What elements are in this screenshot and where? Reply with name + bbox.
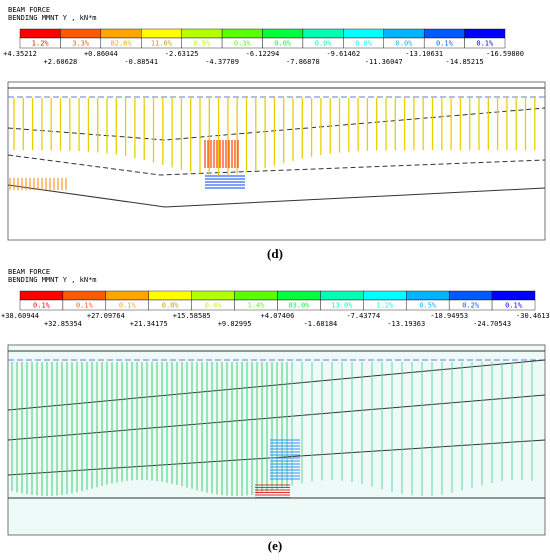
legend-value: -9.61462 — [326, 50, 360, 58]
legend-value: +15.58585 — [173, 312, 211, 320]
legend-value: +4.07406 — [261, 312, 295, 320]
legend-value: -24.70543 — [473, 320, 511, 328]
legend-value: +27.09764 — [87, 312, 125, 320]
legend-percent: 0.0% — [162, 302, 180, 310]
legend-value: -14.85215 — [446, 58, 484, 66]
legend-swatch — [363, 290, 407, 301]
legend-value: +2.60628 — [44, 58, 78, 66]
legend-value: +38.60944 — [1, 312, 39, 320]
legend-cell — [491, 299, 536, 311]
legend-percent: 1.2% — [32, 40, 50, 48]
legend-percent: 0.2% — [462, 302, 480, 310]
legend-percent: 82.6% — [111, 40, 133, 48]
soil-line — [7, 184, 546, 208]
legend-swatch — [383, 28, 425, 39]
legend-percent: 0.5% — [419, 302, 437, 310]
legend-percent: 0.1% — [119, 302, 137, 310]
legend-swatch — [100, 28, 142, 39]
legend-swatch — [191, 290, 235, 301]
legend-value: +9.82995 — [218, 320, 252, 328]
legend-swatch — [406, 290, 450, 301]
legend-swatch — [19, 290, 64, 301]
legend-swatch — [302, 28, 344, 39]
legend-percent: 0.1% — [33, 302, 51, 310]
legend-swatch — [277, 290, 321, 301]
legend-swatch — [448, 290, 493, 301]
legend-percent: 0.1% — [476, 40, 494, 48]
legend-percent: 3.3% — [72, 40, 90, 48]
legend-value: -13.10631 — [405, 50, 443, 58]
legend-value: -30.46132 — [516, 312, 550, 320]
panel-caption: (e) — [268, 538, 282, 553]
legend-percent: 0.1% — [436, 40, 454, 48]
legend-percent: 0.5% — [193, 40, 211, 48]
legend-cell — [464, 37, 506, 49]
legend-swatch — [221, 28, 263, 39]
legend-percent: 1.4% — [248, 302, 266, 310]
legend-swatch — [148, 290, 192, 301]
header-text: BENDING MMNT Y , kN*m — [8, 276, 97, 284]
legend-value: -0.88541 — [124, 58, 158, 66]
legend-value: +4.35212 — [3, 50, 37, 58]
legend-swatch — [234, 290, 278, 301]
legend-swatch — [105, 290, 149, 301]
header-text: BEAM FORCE — [8, 268, 50, 276]
legend-swatch — [320, 290, 364, 301]
legend-percent: 0.0% — [355, 40, 373, 48]
legend-swatch — [60, 28, 102, 39]
panel-caption: (d) — [267, 246, 283, 261]
legend-value: -13.19363 — [387, 320, 425, 328]
legend-swatch — [423, 28, 465, 39]
legend-value: -7.86878 — [286, 58, 320, 66]
legend-percent: 0.1% — [505, 302, 523, 310]
legend-swatch — [181, 28, 223, 39]
legend-percent: 11.0% — [151, 40, 173, 48]
header-text: BEAM FORCE — [8, 6, 50, 14]
legend-swatch — [464, 28, 506, 39]
legend-percent: 0.0% — [274, 40, 292, 48]
legend-percent: 0.0% — [396, 40, 414, 48]
legend-percent: 0.1% — [76, 302, 94, 310]
legend-percent: 0.3% — [234, 40, 252, 48]
legend-value: -16.59800 — [486, 50, 524, 58]
legend-value: +21.34175 — [130, 320, 168, 328]
legend-swatch — [141, 28, 182, 39]
legend-percent: 0.4% — [205, 302, 223, 310]
legend-swatch — [62, 290, 107, 301]
soil-line — [7, 154, 546, 176]
legend-value: -6.12294 — [246, 50, 280, 58]
legend-value: -4.37709 — [205, 58, 239, 66]
legend-percent: 0.0% — [315, 40, 333, 48]
legend-value: -18.94953 — [430, 312, 468, 320]
legend-swatch — [491, 290, 536, 301]
legend-swatch — [343, 28, 384, 39]
header-text: BENDING MMNT Y , kN*m — [8, 14, 97, 22]
legend-value: +0.86044 — [84, 50, 118, 58]
legend-value: -1.68184 — [304, 320, 338, 328]
legend-swatch — [19, 28, 61, 39]
legend-value: -2.63125 — [165, 50, 199, 58]
legend-value: +32.85354 — [44, 320, 82, 328]
legend-value: -11.36047 — [365, 58, 403, 66]
legend-percent: 13.0% — [331, 302, 353, 310]
legend-value: -7.43774 — [346, 312, 380, 320]
legend-swatch — [262, 28, 304, 39]
legend-percent: 1.2% — [376, 302, 394, 310]
legend-percent: 83.0% — [288, 302, 310, 310]
